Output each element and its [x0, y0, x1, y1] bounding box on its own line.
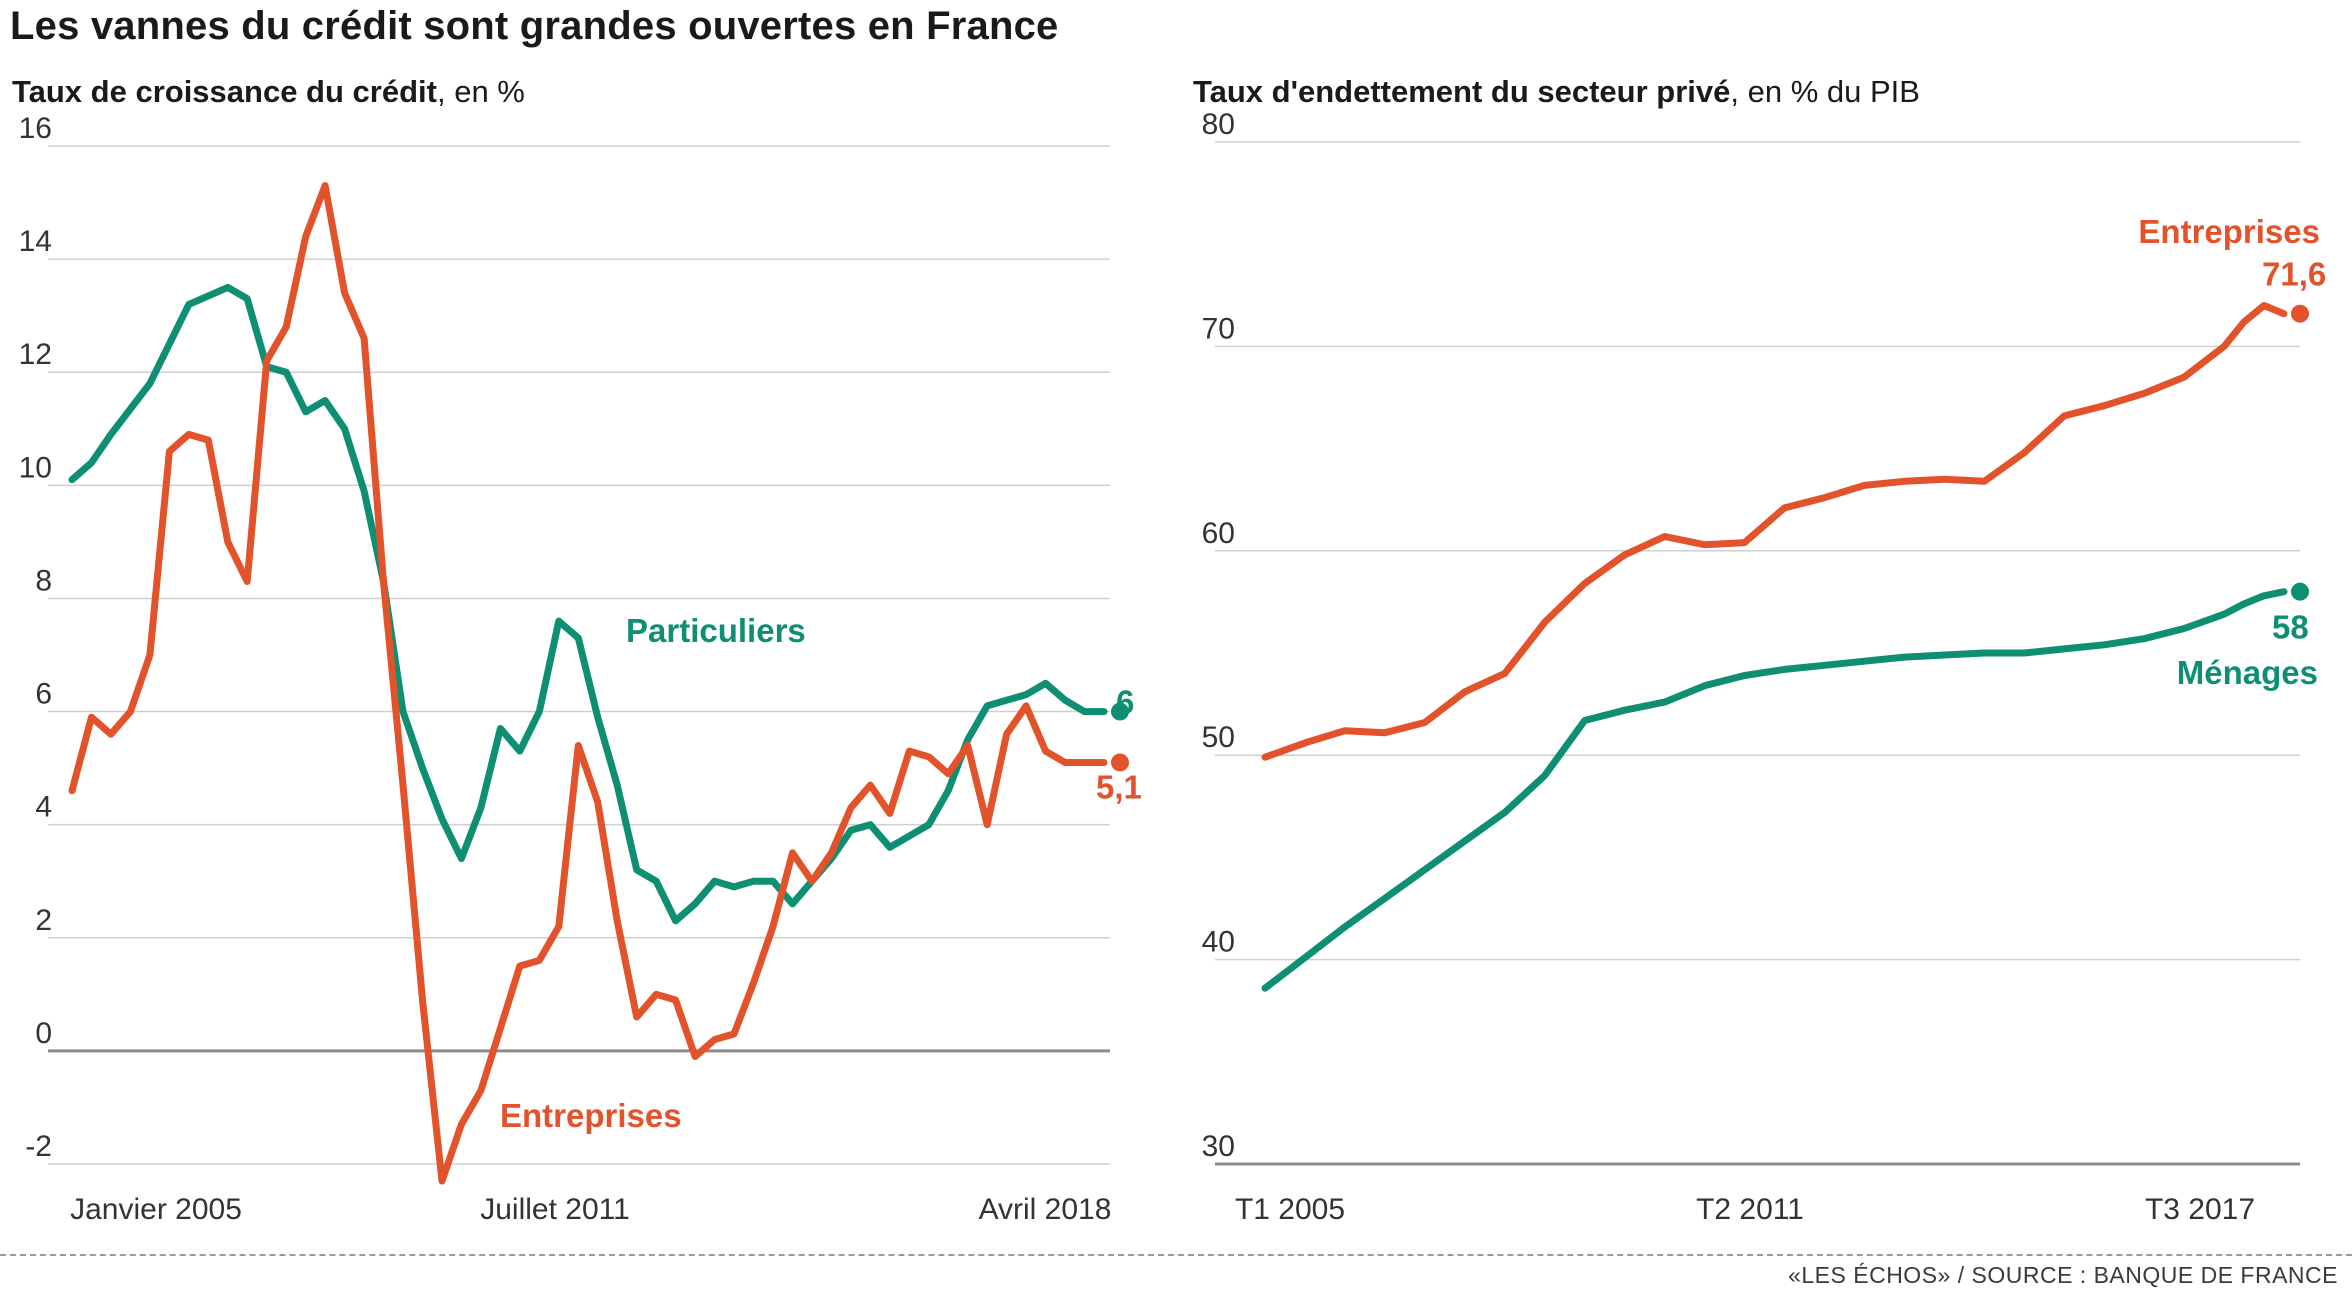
right-chart-subtitle: Taux d'endettement du secteur privé, en …	[1193, 74, 1920, 109]
footer-divider	[0, 1254, 2352, 1256]
left-chart-subtitle: Taux de croissance du crédit, en %	[12, 74, 525, 109]
left-chart-title: Taux de croissance du crédit	[12, 74, 437, 109]
series-end-value-label: 5,1	[1096, 768, 1142, 805]
y-tick-label: 6	[35, 678, 52, 711]
series-end-point	[2291, 582, 2309, 601]
y-tick-label: 14	[19, 225, 52, 258]
y-tick-label: 0	[35, 1017, 52, 1050]
y-tick-label: 8	[35, 564, 52, 597]
series-end-point	[2291, 304, 2309, 323]
y-tick-label: 4	[35, 791, 52, 824]
chart-title: Les vannes du crédit sont grandes ouvert…	[10, 4, 1059, 48]
x-tick-label: T1 2005	[1235, 1193, 1345, 1226]
y-tick-label: 40	[1202, 926, 1235, 959]
x-tick-label: T2 2011	[1696, 1193, 1804, 1226]
right-chart-title: Taux d'endettement du secteur privé	[1193, 74, 1731, 109]
y-tick-label: 16	[19, 112, 52, 145]
series-name-label: Entreprises	[2138, 213, 2320, 250]
series-line-ménages	[1261, 588, 2288, 992]
y-tick-label: 30	[1202, 1130, 1235, 1163]
x-tick-label: Juillet 2011	[480, 1193, 630, 1226]
series-line-entreprises	[1261, 302, 2288, 761]
y-tick-label: 2	[35, 904, 52, 937]
y-tick-label: -2	[25, 1130, 52, 1163]
series-name-label: Ménages	[2177, 654, 2318, 691]
y-tick-label: 12	[19, 338, 52, 371]
x-tick-label: T3 2017	[2145, 1193, 2255, 1226]
series-end-point	[1111, 702, 1129, 721]
y-tick-label: 10	[19, 451, 52, 484]
series-end-point	[1111, 753, 1129, 772]
series-line-entreprises	[68, 182, 1108, 1185]
left-chart-unit: en %	[454, 74, 525, 109]
right-chart-unit: en % du PIB	[1747, 74, 1920, 109]
y-tick-label: 50	[1202, 721, 1235, 754]
series-end-value-label: 6	[1116, 684, 1134, 721]
series-end-value-label: 71,6	[2262, 256, 2326, 293]
y-tick-label: 70	[1202, 312, 1235, 345]
y-tick-label: 80	[1202, 108, 1235, 141]
x-tick-label: Janvier 2005	[70, 1193, 242, 1226]
source-credit: «LES ÉCHOS» / SOURCE : BANQUE DE FRANCE	[1788, 1262, 2338, 1288]
series-name-label: Entreprises	[500, 1097, 682, 1134]
series-name-label: Particuliers	[626, 612, 806, 649]
series-line-particuliers	[68, 283, 1108, 925]
x-tick-label: Avril 2018	[979, 1193, 1112, 1226]
y-tick-label: 60	[1202, 517, 1235, 550]
series-end-value-label: 58	[2272, 609, 2309, 646]
